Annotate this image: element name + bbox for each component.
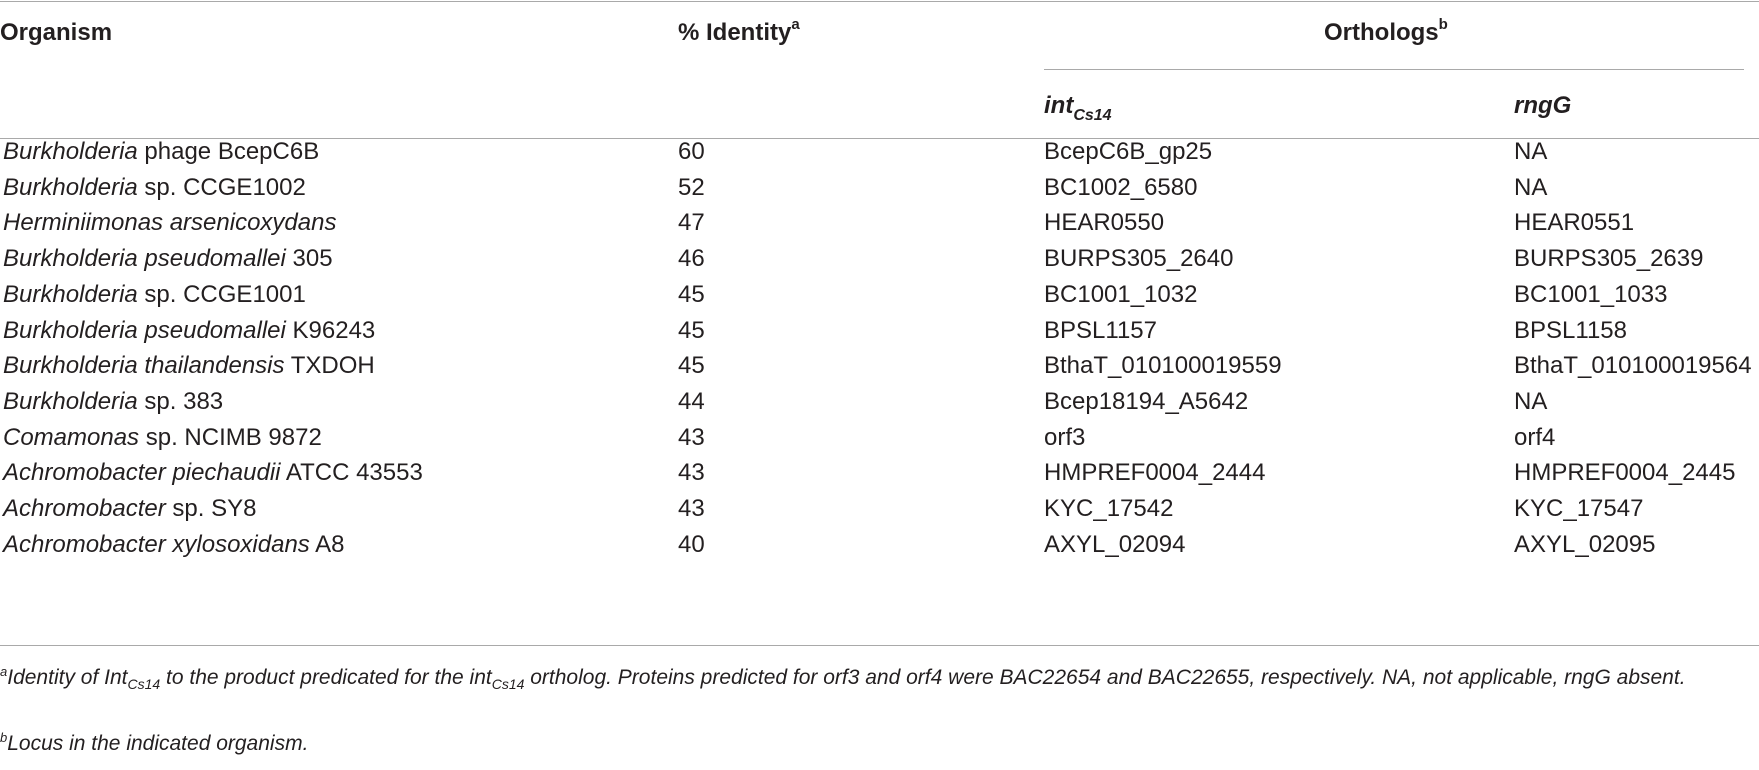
table-row: Herminiimonas arsenicoxydans 47 HEAR0550 HE…: [0, 208, 1759, 248]
header-int: intCs14: [1044, 92, 1112, 124]
cell-int-ortholog: HEAR0550: [1044, 209, 1165, 237]
organism-strain: 305: [285, 245, 333, 273]
table-row: Burkholderia sp. CCGE1002 52 BC1002_6580 NA: [0, 173, 1759, 213]
organism-strain: phage BcepC6B: [137, 138, 320, 165]
table-row: Burkholderia sp. CCGE1001 45 BC1001_1032 BC…: [0, 280, 1759, 320]
organism-strain: K96243: [285, 316, 376, 344]
cell-organism: Burkholderia sp. 383: [3, 387, 223, 417]
organism-strain: sp. NCIMB 9872: [139, 423, 322, 451]
table-row: Burkholderia pseudomallei K96243 45 BPSL11…: [0, 316, 1759, 356]
cell-int-ortholog: BcepC6B_gp25: [1044, 138, 1213, 165]
header-orthologs: Orthologsb: [1324, 16, 1448, 46]
organism-strain: sp. 383: [137, 387, 224, 415]
cell-rng-ortholog: BthaT_010100019564: [1514, 352, 1752, 380]
cell-int-ortholog: orf3: [1044, 423, 1086, 451]
cell-identity: 60: [678, 138, 705, 165]
cell-rng-ortholog: HMPREF0004_2445: [1514, 459, 1736, 487]
cell-int-ortholog: Bcep18194_A5642: [1044, 387, 1249, 415]
cell-organism: Burkholderia phage BcepC6B: [3, 137, 319, 167]
cell-rng-ortholog: orf4: [1514, 423, 1556, 451]
cell-identity: 45: [678, 352, 705, 380]
organism-genus: Burkholderia pseudomallei: [3, 245, 286, 273]
cell-rng-ortholog: BURPS305_2639: [1514, 245, 1704, 273]
cell-organism: Comamonas sp. NCIMB 9872: [3, 423, 322, 453]
footnote-mark-a: a: [791, 16, 800, 33]
organism-strain: sp. CCGE1002: [137, 173, 306, 201]
table-row: Achromobacter xylosoxidans A8 40 AXYL_0209…: [0, 530, 1759, 570]
organism-genus: Burkholderia: [3, 138, 138, 165]
cell-identity: 44: [678, 387, 705, 415]
bottom-rule: [0, 645, 1759, 646]
cell-rng-ortholog: NA: [1514, 387, 1548, 415]
cell-organism: Burkholderia pseudomallei K96243: [3, 316, 375, 346]
header-rule: [0, 138, 1759, 139]
organism-genus: Burkholderia thailandensis: [3, 352, 285, 380]
table-row: Burkholderia sp. 383 44 Bcep18194_A5642 NA: [0, 387, 1759, 427]
footnote-mark-b: b: [1438, 16, 1448, 33]
footnote-a: aIdentity of IntCs14 to the product pred…: [0, 664, 1686, 693]
cell-identity: 45: [678, 280, 705, 308]
cell-int-ortholog: HMPREF0004_2444: [1044, 459, 1266, 487]
header-organism: Organism: [0, 19, 113, 46]
header-identity: % Identitya: [678, 16, 800, 46]
cell-organism: Burkholderia sp. CCGE1001: [3, 280, 306, 310]
cell-organism: Achromobacter xylosoxidans A8: [3, 530, 345, 560]
organism-genus: Burkholderia: [3, 387, 138, 415]
table-row: Achromobacter sp. SY8 43 KYC_17542 KYC_1754…: [0, 494, 1759, 534]
organism-strain: sp. CCGE1001: [137, 280, 306, 308]
cell-identity: 43: [678, 495, 705, 522]
cell-organism: Achromobacter sp. SY8: [3, 494, 256, 524]
cell-rng-ortholog: NA: [1514, 138, 1548, 165]
cell-organism: Achromobacter piechaudii ATCC 43553: [3, 458, 423, 488]
cell-int-ortholog: BC1001_1032: [1044, 280, 1198, 308]
cell-organism: Burkholderia pseudomallei 305: [3, 244, 333, 274]
organism-strain: TXDOH: [284, 352, 375, 380]
orthologs-span-rule: [1044, 69, 1744, 70]
cell-identity: 40: [678, 530, 705, 558]
organism-genus: Achromobacter: [3, 495, 166, 522]
table-row: Burkholderia thailandensis TXDOH 45 BthaT_…: [0, 351, 1759, 391]
cell-rng-ortholog: KYC_17547: [1514, 495, 1644, 522]
organism-genus: Comamonas: [3, 423, 140, 451]
organism-strain: ATCC 43553: [280, 459, 423, 487]
cell-rng-ortholog: AXYL_02095: [1514, 530, 1656, 558]
table-row: Burkholderia phage BcepC6B 60 BcepC6B_gp25…: [0, 137, 1759, 177]
cell-identity: 52: [678, 173, 705, 201]
cell-rng-ortholog: NA: [1514, 173, 1548, 201]
organism-genus: Burkholderia pseudomallei: [3, 316, 286, 344]
cell-rng-ortholog: BC1001_1033: [1514, 280, 1668, 308]
cell-identity: 47: [678, 209, 705, 237]
cell-identity: 43: [678, 459, 705, 487]
organism-genus: Burkholderia: [3, 173, 138, 201]
cell-int-ortholog: BPSL1157: [1044, 316, 1157, 344]
cell-int-ortholog: BURPS305_2640: [1044, 245, 1234, 273]
cell-organism: Herminiimonas arsenicoxydans: [3, 208, 336, 238]
cell-identity: 45: [678, 316, 705, 344]
table-row: Comamonas sp. NCIMB 9872 43 orf3 orf4: [0, 423, 1759, 463]
table-row: Burkholderia pseudomallei 305 46 BURPS305_…: [0, 244, 1759, 284]
cell-int-ortholog: BC1002_6580: [1044, 173, 1198, 201]
footnote-b: bLocus in the indicated organism.: [0, 730, 309, 755]
organism-genus: Herminiimonas arsenicoxydans: [3, 209, 337, 237]
cell-identity: 43: [678, 423, 705, 451]
top-rule: [0, 1, 1759, 2]
header-rng: rngG: [1514, 92, 1572, 119]
organism-strain: A8: [309, 530, 345, 558]
cell-int-ortholog: KYC_17542: [1044, 495, 1174, 522]
cell-rng-ortholog: HEAR0551: [1514, 209, 1635, 237]
cell-identity: 46: [678, 245, 705, 273]
table-row: Achromobacter piechaudii ATCC 43553 43 HMP…: [0, 458, 1759, 498]
organism-genus: Burkholderia: [3, 280, 138, 308]
organism-genus: Achromobacter xylosoxidans: [3, 530, 310, 558]
cell-organism: Burkholderia thailandensis TXDOH: [3, 351, 375, 381]
cell-rng-ortholog: BPSL1158: [1514, 316, 1627, 344]
cell-int-ortholog: AXYL_02094: [1044, 530, 1186, 558]
cell-organism: Burkholderia sp. CCGE1002: [3, 173, 306, 203]
organism-genus: Achromobacter piechaudii: [3, 459, 281, 487]
organism-strain: sp. SY8: [165, 495, 257, 522]
cell-int-ortholog: BthaT_010100019559: [1044, 352, 1282, 380]
